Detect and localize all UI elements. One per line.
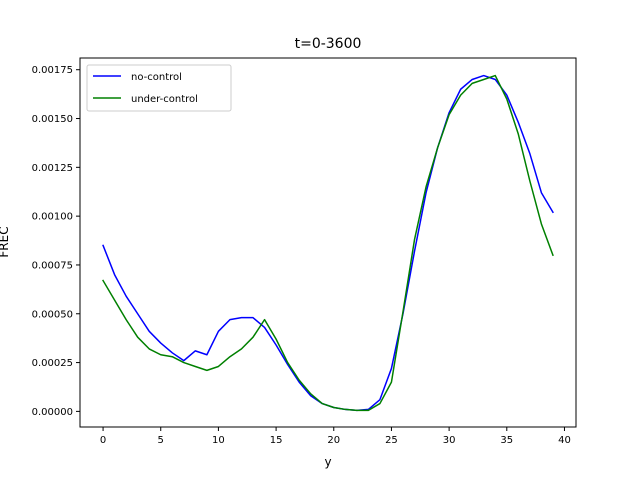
plot-frame [79,57,577,428]
x-tick-label: 15 [270,435,283,446]
x-tick-label: 25 [385,435,398,446]
y-axis-label: FREC [0,226,11,257]
x-tick-label: 20 [327,435,340,446]
legend-box [86,64,232,112]
y-tick-label: 0.00075 [32,260,73,271]
y-axis: 0.00000 0.00025 0.00050 0.00075 0.00100 0.001… [32,65,80,418]
chart-title: t=0-3600 [295,36,362,52]
x-tick-label: 30 [443,435,456,446]
y-tick-label: 0.00025 [32,358,73,369]
y-tick-label: 0.00175 [32,65,73,76]
plot-area [80,58,576,427]
y-tick-label: 0.00125 [32,163,73,174]
x-tick-label: 5 [158,435,164,446]
x-tick-label: 40 [558,435,571,446]
legend-label-no-control: no-control [131,72,182,83]
series-line-under-control [102,74,554,412]
x-axis: 0 5 10 15 20 25 30 35 40 [100,427,571,446]
x-tick-label: 0 [100,435,106,446]
y-tick-label: 0.00000 [32,407,73,418]
y-tick-label: 0.00050 [32,309,73,320]
x-tick-label: 10 [212,435,225,446]
y-tick-label: 0.00150 [32,114,73,125]
series-lines [102,74,554,412]
x-axis-label: y [324,455,331,469]
x-tick-label: 35 [500,435,513,446]
legend-label-under-control: under-control [131,94,198,105]
y-tick-label: 0.00100 [32,212,73,223]
legend: no-control under-control [86,64,232,112]
